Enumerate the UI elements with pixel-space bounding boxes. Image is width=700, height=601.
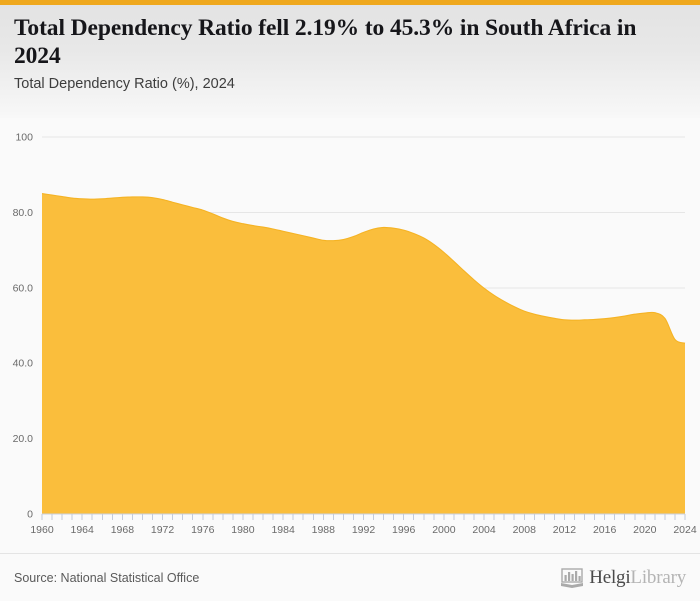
- x-axis-tick-label: 2000: [432, 524, 456, 536]
- x-axis-tick-label: 1988: [312, 524, 336, 536]
- page-title: Total Dependency Ratio fell 2.19% to 45.…: [14, 15, 637, 69]
- brand-logo[interactable]: HelgiLibrary: [560, 567, 686, 589]
- data-area: [41, 193, 686, 515]
- chart-header: Total Dependency Ratio fell 2.19% to 45.…: [0, 5, 700, 118]
- x-axis: [41, 513, 686, 520]
- x-axis-tick-label: 2012: [553, 524, 577, 536]
- area-series-fill: [42, 193, 685, 515]
- x-axis-tick-label: 1996: [392, 524, 416, 536]
- source-label: Source: National Statistical Office: [14, 570, 200, 585]
- y-axis-tick-label: 80.0: [13, 207, 34, 219]
- y-axis-tick-label: 60.0: [13, 282, 34, 294]
- x-axis-tick-label: 2004: [472, 524, 496, 536]
- top-accent-bar: [0, 0, 700, 5]
- x-axis-tick-label: 1968: [111, 524, 135, 536]
- x-axis-tick-label: 1960: [30, 524, 54, 536]
- area-series-line: [41, 193, 686, 344]
- x-axis-tick-label: 1964: [71, 524, 95, 536]
- chart-footer: Source: National Statistical Office Helg…: [0, 553, 700, 601]
- x-axis-tick-label: 1992: [352, 524, 376, 536]
- x-axis-tick-label: 2008: [513, 524, 537, 536]
- x-axis-labels: 1960 1964 1968 1972 1976 1980 1984 1988 1992 1996…: [30, 524, 697, 536]
- brand-primary: Helgi: [589, 566, 631, 588]
- y-axis-labels: 0 20.0 40.0 60.0 80.0 100: [13, 132, 34, 521]
- x-axis-tick-label: 2016: [593, 524, 617, 536]
- bar-chart-book-icon: [561, 567, 584, 588]
- x-axis-tick-label: 1980: [231, 524, 255, 536]
- x-axis-tick-label: 2020: [633, 524, 657, 536]
- y-axis-tick-label: 0: [27, 509, 33, 521]
- brand-wordmark: HelgiLibrary: [589, 567, 686, 589]
- x-axis-tick-label: 1972: [151, 524, 175, 536]
- y-axis-tick-label: 40.0: [13, 358, 34, 370]
- y-axis-tick-label: 100: [15, 132, 33, 144]
- area-chart: 0 20.0 40.0 60.0 80.0 100 1960 1964 1968 1972 197…: [13, 132, 697, 537]
- x-axis-tick-label: 1976: [191, 524, 215, 536]
- page-subtitle: Total Dependency Ratio (%), 2024: [14, 76, 235, 93]
- brand-secondary: Library: [630, 566, 686, 588]
- x-axis-tick-label: 2024: [673, 524, 697, 536]
- plot-area: 0 20.0 40.0 60.0 80.0 100 1960 1964 1968 1972 197…: [0, 118, 700, 553]
- x-axis-tick-label: 1984: [271, 524, 295, 536]
- y-axis-tick-label: 20.0: [13, 433, 34, 445]
